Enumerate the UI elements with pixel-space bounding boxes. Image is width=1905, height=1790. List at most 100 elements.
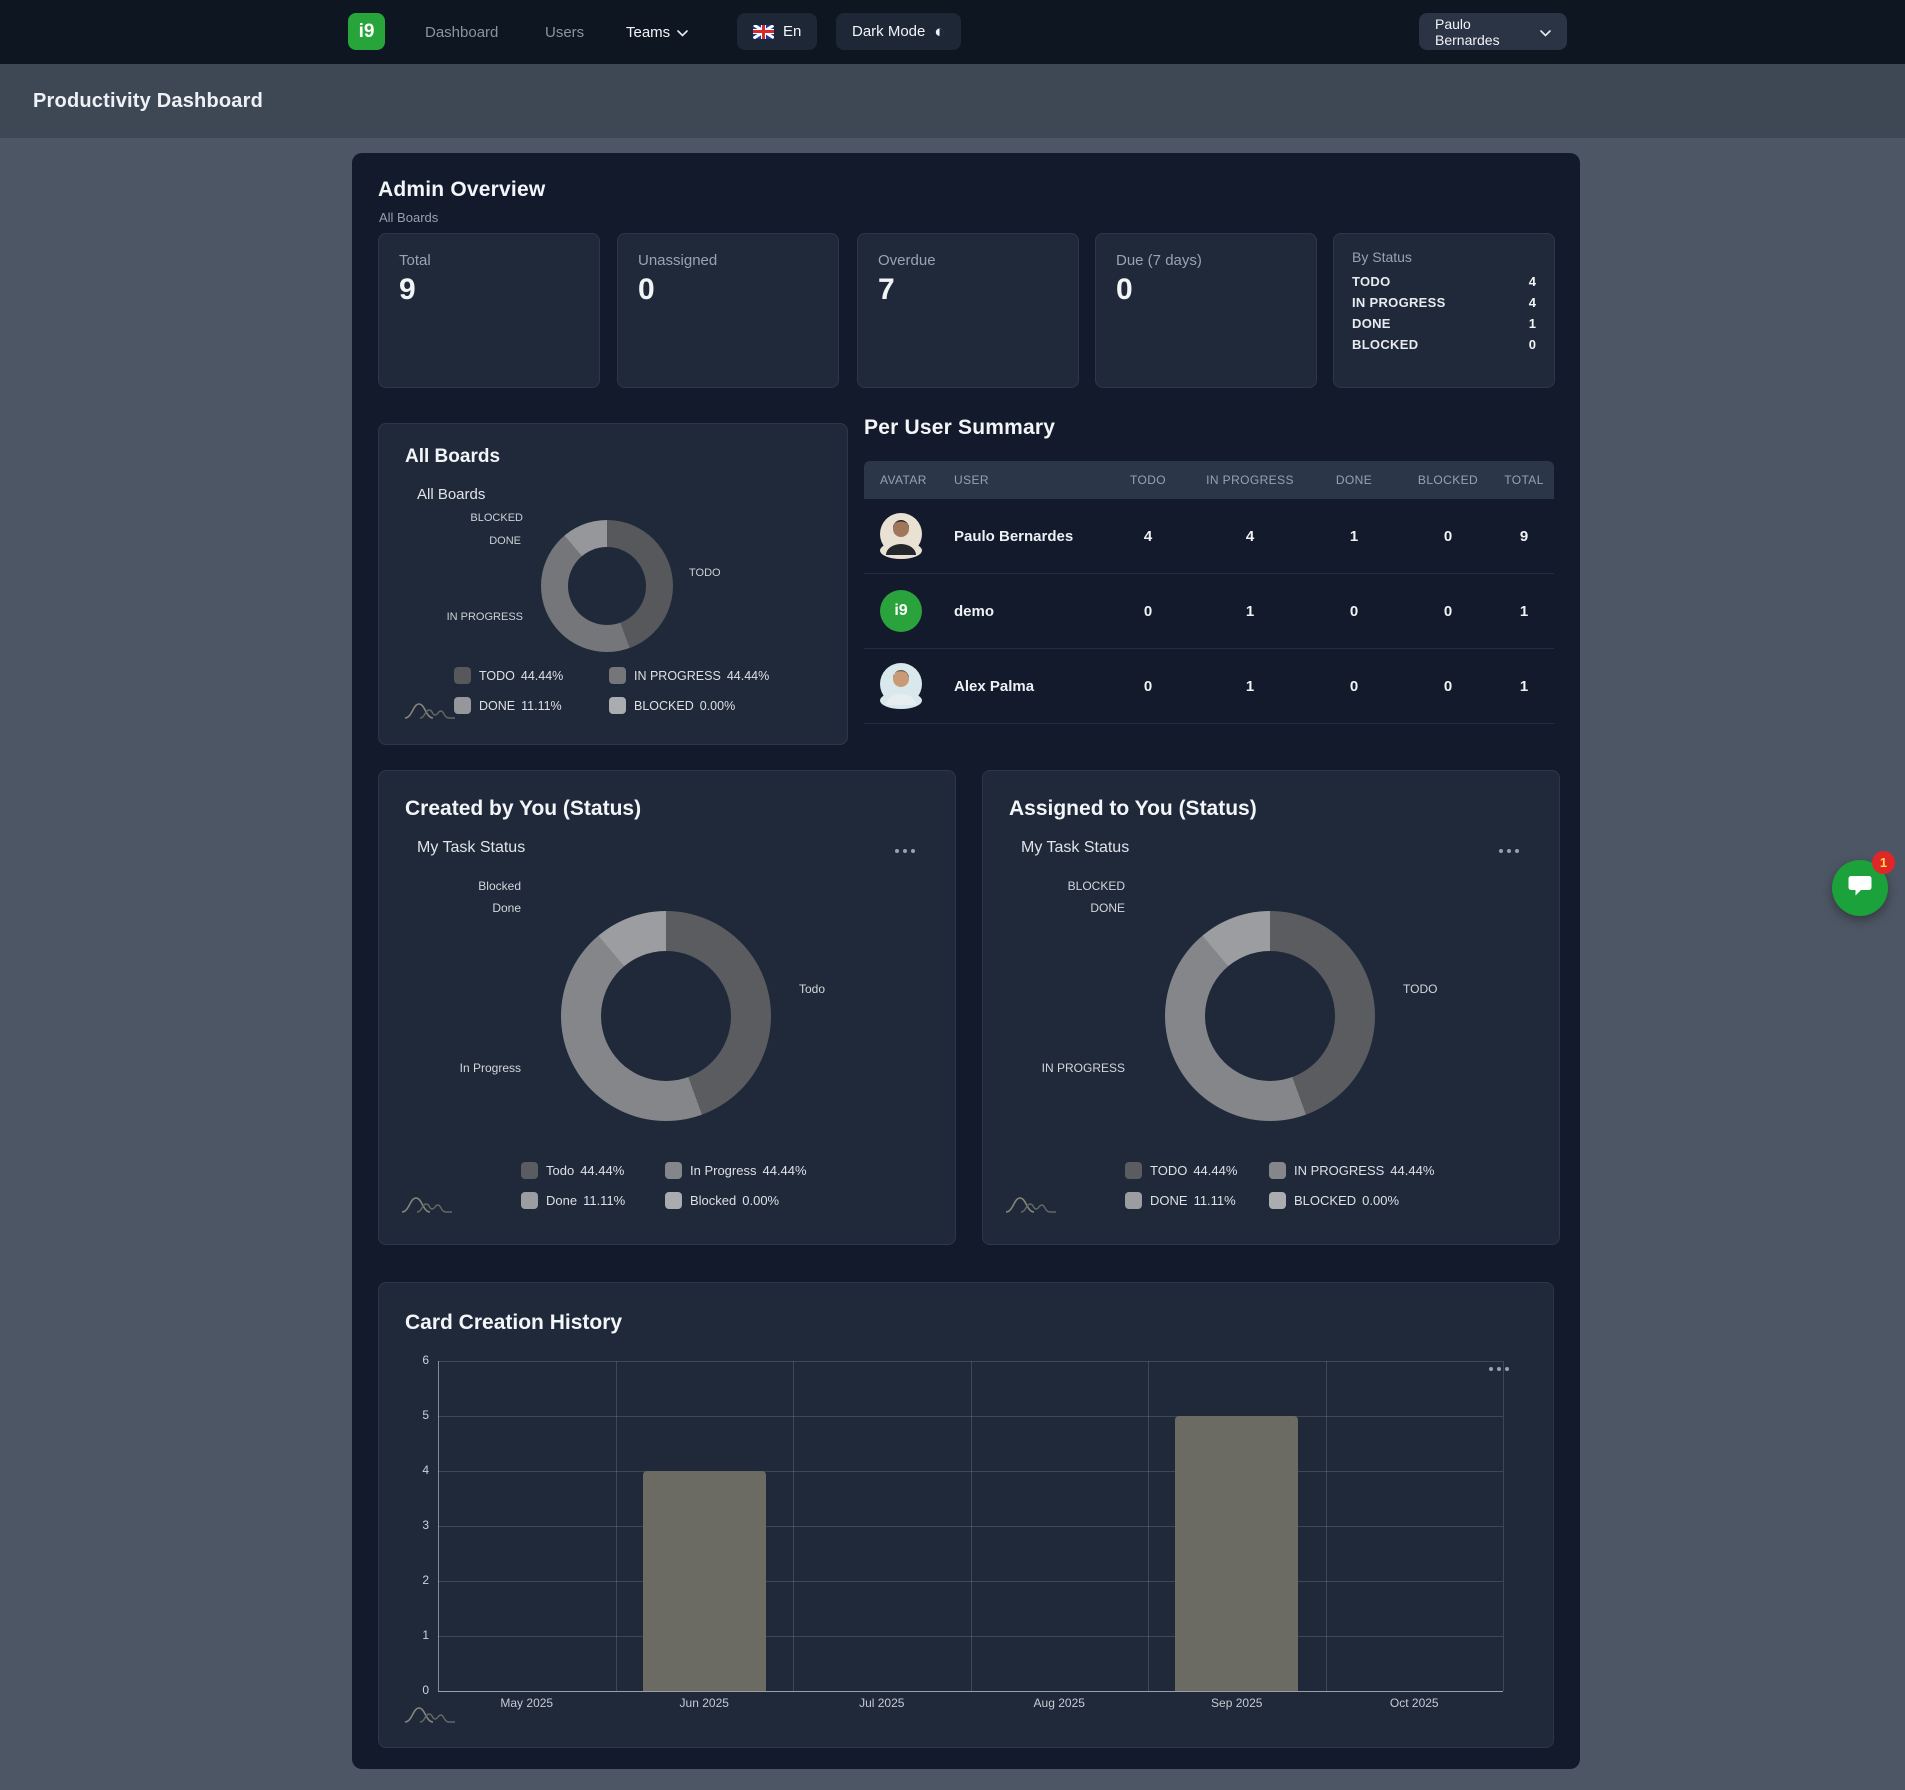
uk-flag-icon (753, 24, 774, 39)
stat-label: Overdue (878, 252, 936, 269)
legend-item-blocked[interactable]: BLOCKED 0.00% (609, 697, 735, 714)
bar-jun-2025[interactable] (642, 1471, 766, 1691)
nav-item-dashboard[interactable]: Dashboard (425, 0, 498, 64)
avatar (880, 662, 922, 709)
donut-label-blocked: BLOCKED (1067, 879, 1125, 893)
table-header-row: AVATAR USER TODO IN PROGRESS DONE BLOCKE… (864, 461, 1554, 499)
legend-item-in-progress[interactable]: In Progress 44.44% (665, 1162, 807, 1179)
per-user-summary-title: Per User Summary (864, 416, 1056, 439)
card-creation-history-bar-chart[interactable] (438, 1361, 1504, 1692)
table-row: Alex Palma 0 1 0 0 1 (864, 649, 1554, 724)
legend-item-todo[interactable]: TODO 44.44% (1125, 1162, 1237, 1179)
col-header-done: DONE (1335, 473, 1373, 487)
legend-pct: 0.00% (1362, 1193, 1400, 1208)
legend-item-blocked[interactable]: Blocked 0.00% (665, 1192, 779, 1209)
legend-swatch (1269, 1162, 1286, 1179)
donut-label-todo: TODO (1403, 982, 1438, 996)
legend-label: DONE (479, 698, 516, 713)
legend-swatch (454, 667, 471, 684)
col-header-total: TOTAL (1504, 473, 1544, 487)
chart-menu-button[interactable] (1499, 849, 1519, 853)
legend-item-blocked[interactable]: BLOCKED 0.00% (1269, 1192, 1399, 1209)
legend-swatch (609, 697, 626, 714)
by-status-value: 4 (1528, 274, 1536, 289)
nav-item-users-label: Users (545, 23, 585, 41)
legend-swatch (1125, 1192, 1142, 1209)
col-header-user: USER (954, 473, 989, 487)
wave-logo-icon (404, 700, 456, 727)
legend-item-in-progress[interactable]: IN PROGRESS 44.44% (1269, 1162, 1434, 1179)
cell-in-progress: 1 (1245, 602, 1255, 620)
created-by-you-chart-card: Created by You (Status) My Task Status B… (378, 770, 956, 1245)
dark-mode-toggle[interactable]: Dark Mode ◐ (836, 13, 961, 50)
language-selector[interactable]: En (737, 13, 818, 50)
legend-pct: 44.44% (726, 668, 770, 683)
card-title: Created by You (Status) (405, 797, 642, 820)
stat-label: Total (399, 252, 431, 269)
legend-swatch (665, 1162, 682, 1179)
notification-badge: 1 (1872, 851, 1895, 874)
cell-done: 1 (1349, 527, 1359, 545)
legend-label: Blocked (690, 1193, 737, 1208)
legend-pct: 44.44% (1390, 1163, 1435, 1178)
card-title: All Boards (405, 446, 501, 467)
cell-blocked: 0 (1443, 602, 1453, 620)
stat-value: 7 (878, 273, 895, 306)
legend-pct: 44.44% (762, 1163, 807, 1178)
legend-item-in-progress[interactable]: IN PROGRESS 44.44% (609, 667, 769, 684)
legend-item-todo[interactable]: TODO 44.44% (454, 667, 563, 684)
cell-in-progress: 1 (1245, 677, 1255, 695)
assigned-to-you-chart-card: Assigned to You (Status) My Task Status … (982, 770, 1560, 1245)
stat-card-overdue: Overdue 7 (857, 233, 1079, 388)
user-name: demo (954, 602, 995, 620)
legend-item-done[interactable]: Done 11.11% (521, 1192, 625, 1209)
donut-label-in-progress: IN PROGRESS (446, 611, 523, 623)
stat-card-by-status: By Status TODO 4 IN PROGRESS 4 DONE 1 BLOCK… (1333, 233, 1555, 388)
by-status-value: 1 (1528, 316, 1536, 331)
avatar (880, 512, 922, 559)
bar-sep-2025[interactable] (1175, 1416, 1299, 1691)
cell-total: 9 (1519, 527, 1529, 545)
user-name: Paulo Bernardes (954, 527, 1074, 545)
legend-item-done[interactable]: DONE 11.11% (454, 697, 562, 714)
chat-bubble-icon (1847, 874, 1873, 902)
nav-item-teams[interactable]: Teams (626, 0, 688, 64)
user-menu-label: Paulo Bernardes (1435, 15, 1500, 48)
cell-blocked: 0 (1443, 527, 1453, 545)
page-title: Productivity Dashboard (33, 89, 263, 112)
donut-hole (568, 547, 646, 625)
chart-title: My Task Status (417, 839, 526, 856)
top-navbar: i9 Dashboard Users Teams En Dark Mode ◐ … (0, 0, 1905, 64)
legend-swatch (609, 667, 626, 684)
legend-pct: 11.11% (521, 698, 562, 713)
chart-title: My Task Status (1021, 839, 1130, 856)
legend-pct: 0.00% (742, 1193, 780, 1208)
user-menu-button[interactable]: Paulo Bernardes (1419, 13, 1567, 50)
admin-overview-title: Admin Overview (378, 178, 546, 201)
stat-label: Due (7 days) (1116, 252, 1202, 269)
legend-item-todo[interactable]: Todo 44.44% (521, 1162, 624, 1179)
nav-item-dashboard-label: Dashboard (425, 23, 499, 41)
app-logo[interactable]: i9 (348, 13, 385, 50)
nav-item-users[interactable]: Users (545, 0, 584, 64)
legend-label: Todo (546, 1163, 575, 1178)
chevron-down-icon (677, 24, 688, 41)
stat-value: 0 (1116, 273, 1133, 306)
chart-menu-button[interactable] (895, 849, 915, 853)
by-status-value: 0 (1528, 337, 1536, 352)
by-status-title: By Status (1352, 249, 1412, 265)
legend-label: In Progress (690, 1163, 757, 1178)
stat-card-unassigned: Unassigned 0 (617, 233, 839, 388)
wave-logo-icon (401, 1194, 453, 1221)
legend-label: Done (546, 1193, 578, 1208)
donut-label-done: DONE (489, 535, 521, 547)
chart-menu-button[interactable] (1489, 1367, 1509, 1371)
page-header-bar: Productivity Dashboard (0, 64, 1905, 138)
donut-label-todo: TODO (689, 567, 721, 579)
legend-swatch (521, 1162, 538, 1179)
cell-todo: 4 (1143, 527, 1153, 545)
dashboard-panel: Admin Overview All Boards Total 9 Unassi… (352, 153, 1580, 1769)
legend-item-done[interactable]: DONE 11.11% (1125, 1192, 1236, 1209)
by-status-label: BLOCKED (1352, 337, 1419, 352)
